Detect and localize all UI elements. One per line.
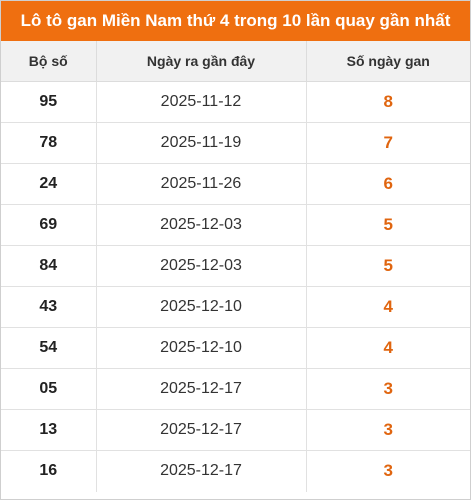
column-header-gan-days: Số ngày gan [306,41,470,82]
cell-gan-days: 4 [306,286,470,328]
cell-number: 78 [1,122,97,164]
table-row: 95 2025-11-12 8 [1,81,470,123]
cell-number: 05 [1,368,97,410]
cell-date: 2025-12-17 [96,450,307,492]
cell-number: 84 [1,245,97,287]
table-row: 13 2025-12-17 3 [1,409,470,451]
cell-gan-days: 8 [306,81,470,123]
table-row: 84 2025-12-03 5 [1,245,470,287]
cell-gan-days: 6 [306,163,470,205]
cell-date: 2025-12-10 [96,327,307,369]
table-header-row: Bộ số Ngày ra gần đây Số ngày gan [1,41,470,82]
table-row: 54 2025-12-10 4 [1,327,470,369]
table-row: 16 2025-12-17 3 [1,450,470,492]
cell-number: 69 [1,204,97,246]
table-row: 05 2025-12-17 3 [1,368,470,410]
cell-date: 2025-12-03 [96,245,307,287]
cell-date: 2025-11-26 [96,163,307,205]
cell-gan-days: 5 [306,204,470,246]
table-row: 69 2025-12-03 5 [1,204,470,246]
table-row: 43 2025-12-10 4 [1,286,470,328]
cell-number: 43 [1,286,97,328]
cell-number: 54 [1,327,97,369]
widget-title: Lô tô gan Miền Nam thứ 4 trong 10 lần qu… [1,1,470,41]
cell-date: 2025-12-17 [96,368,307,410]
cell-gan-days: 3 [383,461,393,481]
cell-date: 2025-11-19 [96,122,307,164]
cell-number: 95 [1,81,97,123]
table-row: 78 2025-11-19 7 [1,122,470,164]
table-row: 24 2025-11-26 6 [1,163,470,205]
cell-gan-days: 3 [306,368,470,410]
cell-number: 24 [1,163,97,205]
cell-date: 2025-12-10 [96,286,307,328]
cell-gan-days: 4 [306,327,470,369]
cell-gan-days: 7 [306,122,470,164]
cell-date: 2025-12-03 [96,204,307,246]
cell-number: 13 [1,409,97,451]
column-header-number: Bộ số [1,41,97,82]
lo-gan-table: Bộ số Ngày ra gần đây Số ngày gan 95 202… [1,41,470,492]
cell-number: 16 [1,450,97,492]
cell-date: 2025-12-17 [96,409,307,451]
cell-gan-days: 3 [306,409,470,451]
cell-date: 2025-11-12 [96,81,307,123]
cell-gan-days: 5 [306,245,470,287]
column-header-date: Ngày ra gần đây [96,41,307,82]
